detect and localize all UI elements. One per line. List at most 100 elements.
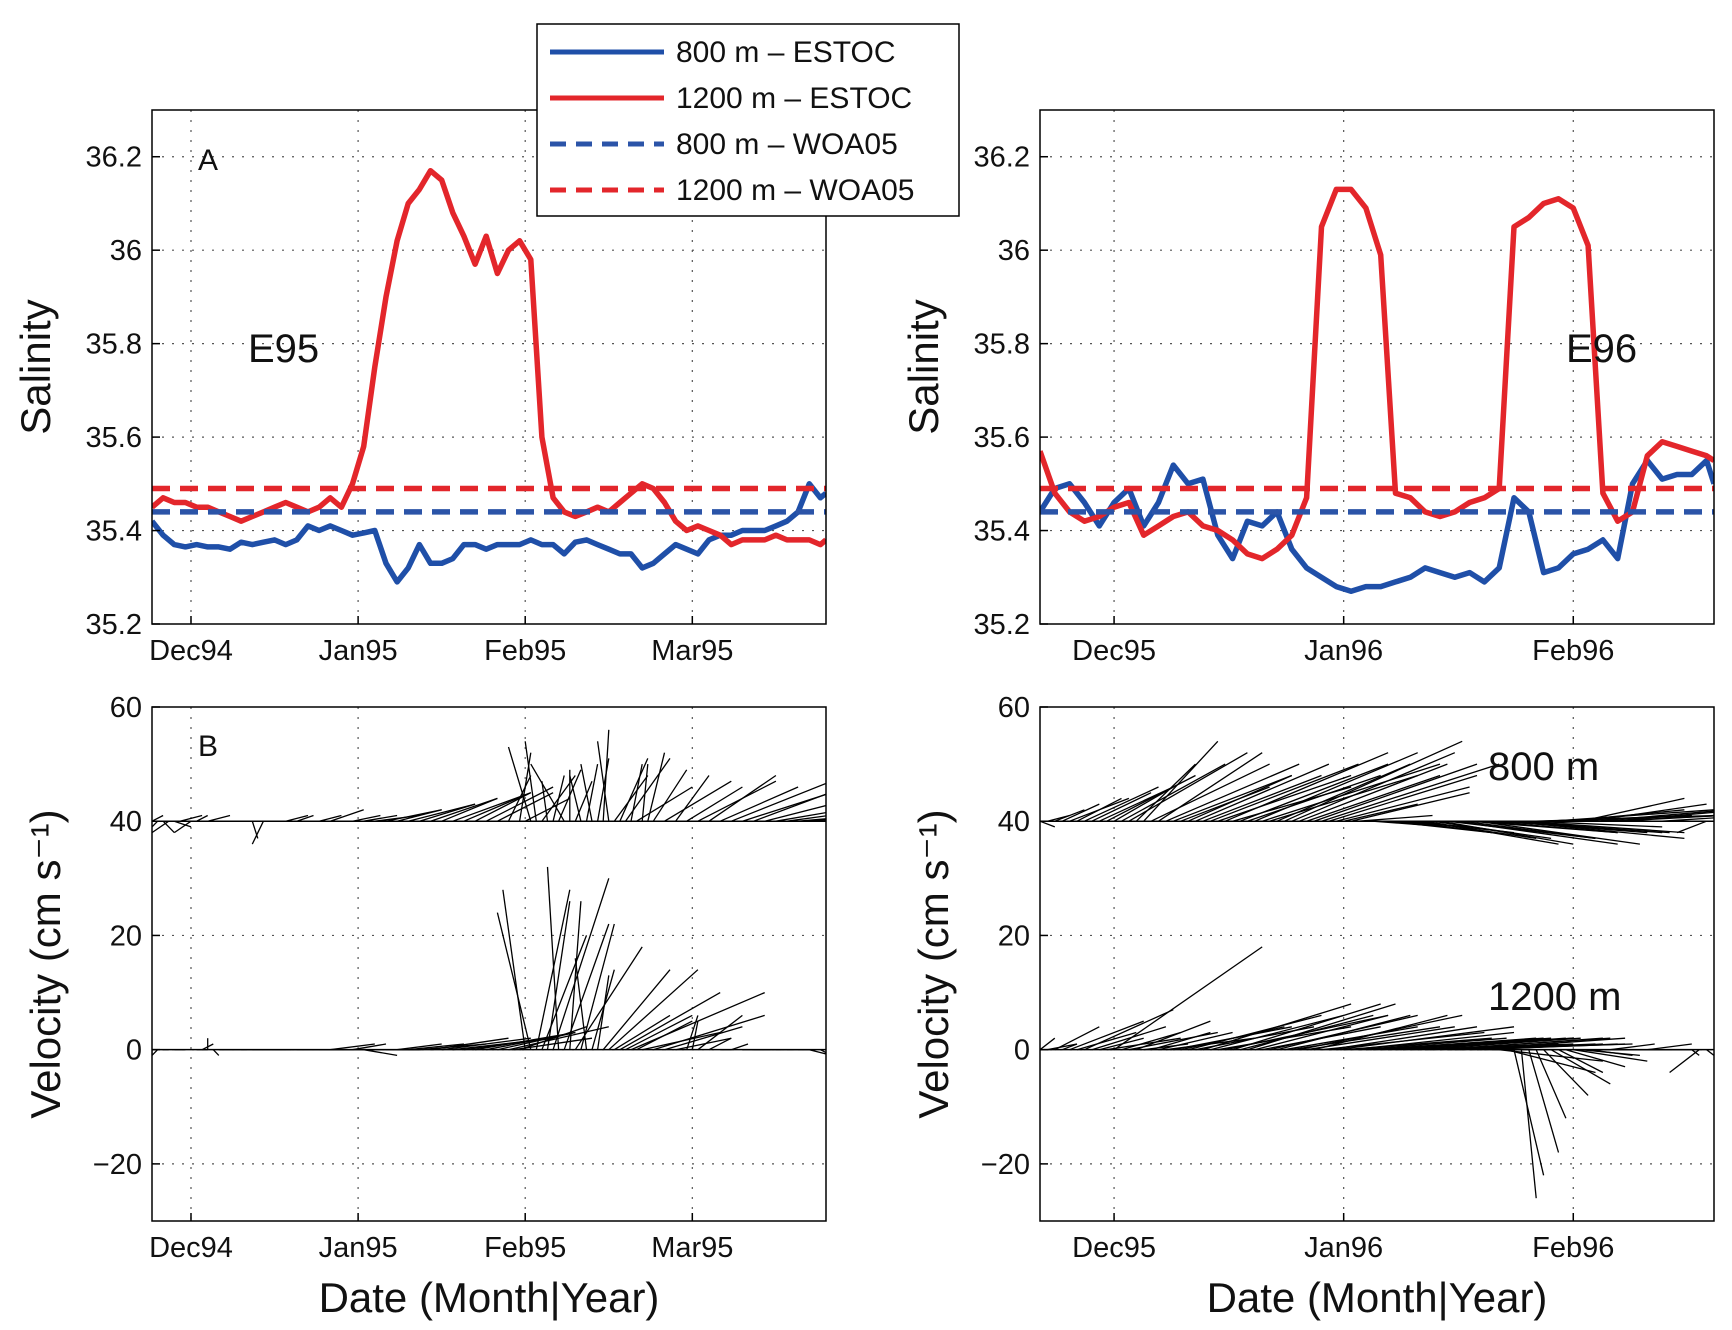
velocity-stick: [152, 1049, 159, 1056]
velocity-stick: [809, 818, 826, 822]
y-tick-label: 60: [110, 692, 142, 724]
velocity-stick: [619, 758, 649, 822]
velocity-stick: [1150, 1031, 1211, 1051]
velocity-stick: [1040, 1037, 1056, 1051]
velocity-stick: [1676, 820, 1707, 834]
velocity-stick: [152, 814, 164, 822]
velocity-stick: [173, 820, 192, 834]
velocity-stick: [352, 1043, 387, 1051]
y-tick-label: 20: [998, 920, 1030, 952]
velocity-stick: [541, 781, 549, 822]
velocity-stick: [179, 814, 203, 822]
velocity-stick: [1306, 774, 1441, 822]
velocity-stick: [647, 752, 666, 822]
velocity-stick: [1210, 1014, 1344, 1051]
legend: 800 m – ESTOC 1200 m – ESTOC 800 m – WOA…: [536, 23, 960, 217]
velocity-stick: [753, 793, 826, 822]
velocity-stick: [1669, 1049, 1700, 1074]
velocity-e95-panel: −20 0 20 40 60 Dec94 Jan95 Feb95 Mar95 B Velocit…: [22, 692, 827, 1264]
velocity-stick: [196, 814, 208, 822]
velocity-stick: [1180, 786, 1270, 822]
y-tick-label: 36.2: [86, 142, 142, 174]
velocity-stick: [1262, 763, 1441, 822]
velocity-stick: [474, 792, 532, 822]
velocity-stick: [602, 969, 671, 1051]
annotation-1200m: 1200 m: [1488, 975, 1621, 1019]
velocity-stick: [664, 780, 732, 822]
velocity-stick: [1543, 1049, 1589, 1096]
velocity-stick: [1113, 786, 1174, 822]
velocity-e95-ylabel: Velocity (cm s⁻¹): [22, 809, 69, 1118]
velocity-stick: [496, 912, 532, 1050]
velocity-e96-panel: −20 0 20 40 60 Dec95 Jan96 Feb96 800 m 1200 m V…: [910, 692, 1715, 1264]
velocity-stick: [524, 741, 537, 822]
y-tick-label: 35.2: [974, 609, 1030, 641]
velocity-stick: [363, 814, 398, 822]
salinity-e95-ylabel: Salinity: [12, 299, 59, 434]
velocity-stick: [569, 775, 582, 822]
velocity-stick: [675, 1037, 732, 1051]
velocity-stick: [1321, 763, 1500, 822]
velocity-stick: [1040, 820, 1056, 828]
y-tick-label: 35.4: [86, 516, 142, 548]
velocity-stick: [630, 763, 643, 822]
x-tick-label: Feb95: [484, 1232, 566, 1264]
velocity-stick: [352, 814, 381, 822]
velocity-stick: [1254, 1014, 1389, 1051]
y-tick-label: 20: [110, 920, 142, 952]
velocity-stick: [613, 775, 649, 822]
velocity-stick: [1276, 763, 1411, 822]
velocity-stick: [1462, 1037, 1626, 1051]
velocity-stick: [1343, 803, 1418, 822]
annotation-e95: E95: [248, 327, 319, 371]
x-tick-label: Jan95: [319, 1232, 398, 1264]
velocity-stick: [1136, 1020, 1211, 1051]
legend-label-1200-woa05: 1200 m – WOA05: [676, 174, 914, 207]
velocity-stick: [786, 815, 826, 822]
salinity-e96-panel: 35.2 35.4 35.6 35.8 36 36.2 Dec95 Jan96 Feb96 E9…: [900, 109, 1715, 667]
velocity-stick: [1351, 1031, 1515, 1051]
y-tick-label: 35.4: [974, 516, 1030, 548]
velocity-stick: [285, 814, 309, 822]
y-tick-label: 60: [998, 692, 1030, 724]
velocity-stick: [363, 1049, 398, 1057]
velocity-stick: [502, 889, 526, 1050]
velocity-stick: [207, 814, 231, 822]
velocity-stick: [212, 1049, 220, 1056]
velocity-stick: [596, 975, 610, 1050]
x-tick-label: Jan96: [1304, 635, 1383, 667]
annotation-800m: 800 m: [1488, 745, 1599, 789]
velocity-stick: [430, 1037, 509, 1051]
velocity-stick: [1173, 774, 1293, 822]
velocity-stick: [1402, 1037, 1566, 1051]
velocity-stick: [1454, 820, 1618, 845]
velocity-stick: [1084, 1009, 1174, 1051]
velocity-stick: [1143, 740, 1219, 822]
velocity-stick: [652, 769, 688, 822]
velocity-stick: [719, 786, 799, 822]
x-tick-label: Mar95: [651, 635, 733, 667]
velocity-stick: [608, 969, 699, 1051]
velocity-stick: [1328, 1026, 1478, 1051]
velocity-stick: [1551, 809, 1714, 822]
velocity-stick: [697, 780, 777, 822]
velocity-stick: [625, 1014, 693, 1051]
y-tick-label: 0: [126, 1035, 142, 1067]
velocity-stick: [408, 1043, 464, 1051]
velocity-stick: [552, 878, 610, 1050]
velocity-stick: [1573, 1049, 1648, 1062]
y-tick-label: 35.2: [86, 609, 142, 641]
velocity-stick: [441, 1037, 531, 1051]
velocity-stick: [1662, 817, 1714, 822]
legend-label-1200-estoc: 1200 m – ESTOC: [676, 82, 912, 115]
velocity-stick: [1706, 1049, 1714, 1057]
velocity-stick: [686, 1015, 699, 1050]
velocity-stick: [1439, 820, 1574, 845]
x-tick-label: Jan95: [319, 635, 398, 667]
velocity-stick: [485, 786, 554, 822]
legend-label-800-woa05: 800 m – WOA05: [676, 128, 898, 161]
x-tick-label: Dec94: [149, 635, 233, 667]
y-tick-label: 40: [110, 806, 142, 838]
y-tick-label: 36.2: [974, 142, 1030, 174]
velocity-stick: [546, 866, 560, 1050]
